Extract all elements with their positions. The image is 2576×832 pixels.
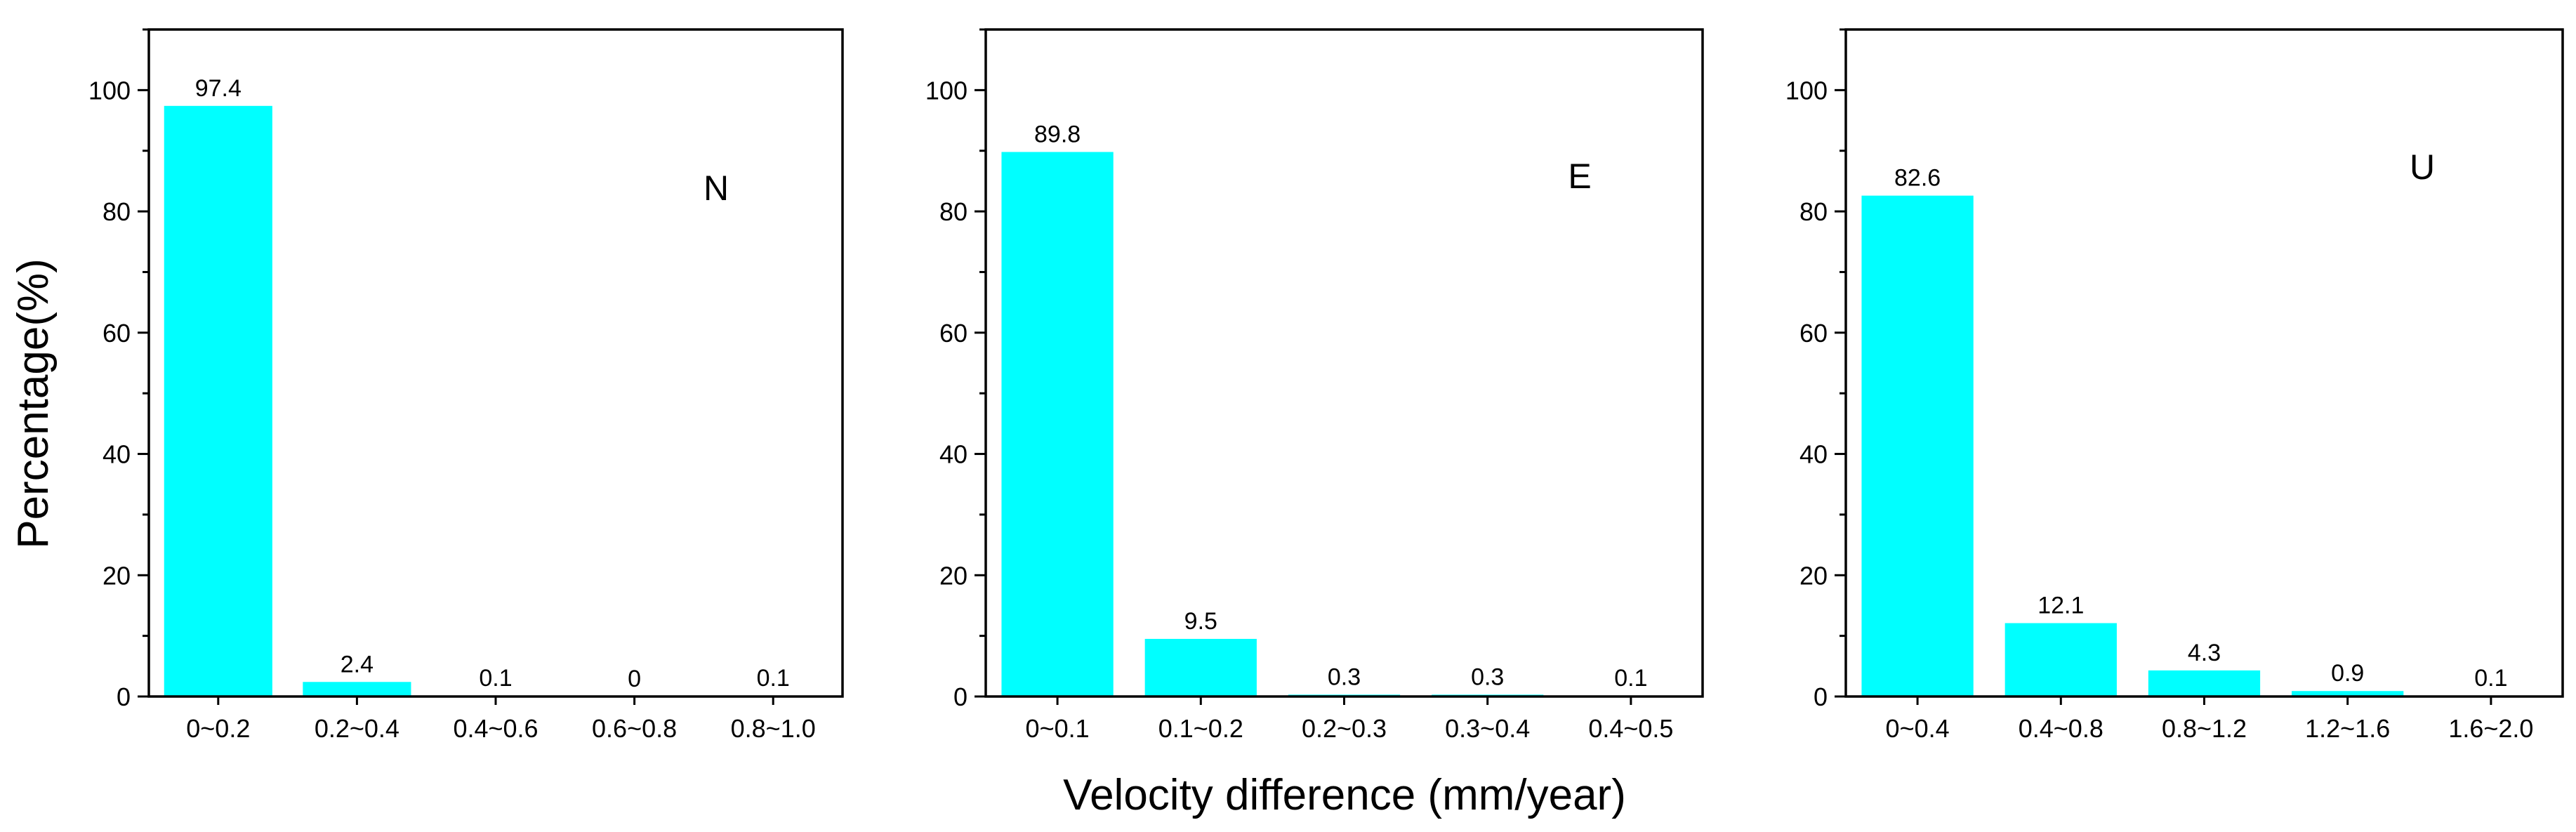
y-tick-label: 60 (103, 319, 131, 348)
y-tick-label: 40 (103, 440, 131, 469)
y-axis-title: Percentage(%) (9, 258, 58, 549)
y-tick-label: 100 (925, 76, 967, 105)
panel-letter: N (704, 169, 729, 208)
bar-2-1 (2004, 623, 2117, 696)
y-tick-label: 40 (939, 440, 967, 469)
bar-2-0 (1861, 195, 1974, 696)
y-tick-label: 20 (939, 561, 967, 590)
bar-2-2 (2148, 670, 2261, 696)
x-tick-label: 1.2~1.6 (2305, 714, 2390, 743)
x-tick-label: 0.3~0.4 (1445, 714, 1530, 743)
x-tick-label: 0.1~0.2 (1158, 714, 1243, 743)
plot-frame (1844, 28, 2564, 698)
x-axis-title: Velocity difference (mm/year) (1063, 771, 1626, 819)
bar-value-label: 0.1 (479, 665, 512, 692)
bar-value-label: 0.1 (2474, 665, 2507, 692)
y-tick-label: 20 (1799, 561, 1828, 590)
x-tick-label: 0.2~0.3 (1302, 714, 1387, 743)
y-tick-label: 80 (1799, 197, 1828, 226)
x-tick-label: 0.2~0.4 (315, 714, 399, 743)
y-tick-label: 80 (939, 197, 967, 226)
y-tick-label: 80 (103, 197, 131, 226)
panel-u: 82.6 0~0.4 12.1 0.4~0.8 4.3 0.8~1.2 0.9 1.2~1.6… (1785, 28, 2564, 743)
y-tick-label: 0 (1814, 682, 1828, 711)
y-tick-label: 0 (953, 682, 967, 711)
y-tick-label: 40 (1799, 440, 1828, 469)
y-tick-label: 60 (939, 319, 967, 348)
y-tick-label: 20 (103, 561, 131, 590)
bar-value-label: 0.1 (1614, 665, 1647, 692)
x-tick-label: 0.4~0.8 (2019, 714, 2103, 743)
y-tick-label: 60 (1799, 319, 1828, 348)
bar-value-label: 9.5 (1184, 608, 1217, 635)
bar-1-1 (1144, 638, 1257, 696)
panel-letter: E (1568, 157, 1591, 196)
bar-value-label: 12.1 (2037, 593, 2084, 619)
panel-letter: U (2410, 147, 2435, 187)
x-tick-label: 0~0.1 (1026, 714, 1090, 743)
y-tick-label: 0 (117, 682, 131, 711)
plot-frame (147, 28, 844, 698)
bar-value-label: 89.8 (1034, 121, 1081, 147)
bar-2-3 (2292, 691, 2404, 696)
x-tick-label: 0.4~0.6 (453, 714, 538, 743)
bar-value-label: 0.1 (757, 665, 790, 692)
bar-0-1 (303, 682, 411, 696)
x-tick-label: 0.8~1.2 (2162, 714, 2247, 743)
x-tick-label: 0~0.4 (1886, 714, 1950, 743)
bar-0-0 (164, 105, 272, 696)
bar-value-label: 4.3 (2188, 640, 2221, 666)
x-tick-label: 0.4~0.5 (1588, 714, 1673, 743)
bar-value-label: 97.4 (195, 75, 242, 102)
x-tick-label: 0.8~1.0 (731, 714, 816, 743)
panel-n: 97.4 0~0.2 2.4 0.2~0.4 0.1 0.4~0.6 0 0.6~0.8 0.1… (88, 28, 844, 743)
plot-frame (984, 28, 1704, 698)
x-tick-label: 1.6~2.0 (2448, 714, 2533, 743)
bar-value-label: 82.6 (1894, 165, 1941, 192)
bar-value-label: 2.4 (341, 651, 374, 678)
x-tick-label: 0~0.2 (186, 714, 250, 743)
bar-value-label: 0.3 (1471, 663, 1504, 690)
bar-value-label: 0.9 (2331, 660, 2364, 687)
y-tick-label: 100 (1785, 76, 1828, 105)
bar-value-label: 0 (628, 666, 641, 692)
x-tick-label: 0.6~0.8 (592, 714, 677, 743)
panel-e: 89.8 0~0.1 9.5 0.1~0.2 0.3 0.2~0.3 0.3 0.3~0.4 0… (925, 28, 1704, 743)
bar-value-label: 0.3 (1328, 663, 1361, 690)
bar-1-0 (1001, 152, 1114, 697)
y-tick-label: 100 (88, 76, 131, 105)
